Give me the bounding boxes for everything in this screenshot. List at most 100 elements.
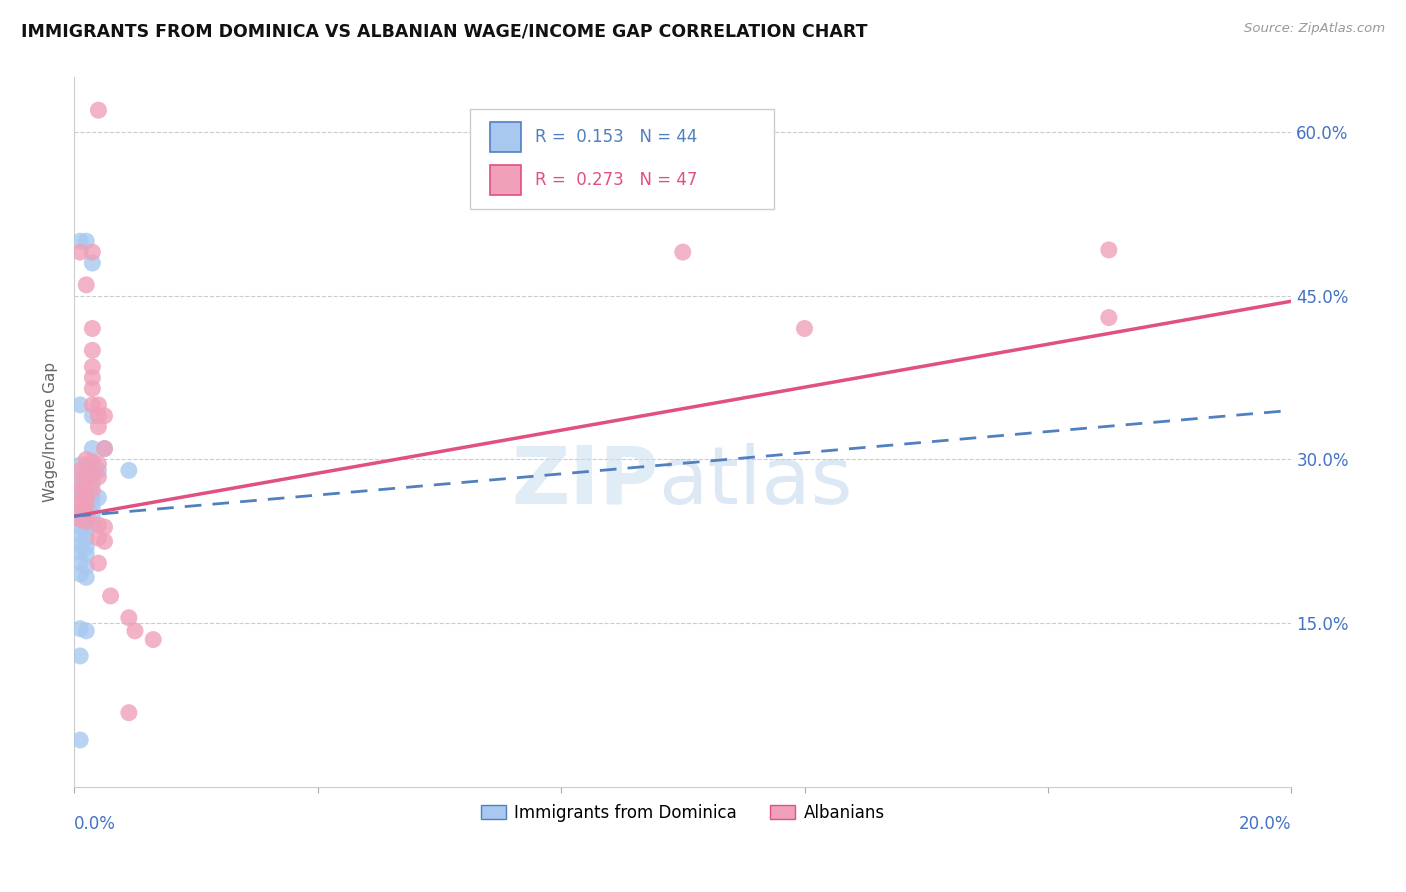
Point — [75, 458, 97, 472]
Point — [142, 632, 165, 647]
Point — [69, 472, 91, 486]
Point — [82, 460, 104, 475]
Text: atlas: atlas — [658, 442, 853, 521]
Point — [69, 512, 91, 526]
FancyBboxPatch shape — [491, 165, 520, 194]
Point — [93, 442, 115, 456]
Point — [69, 398, 91, 412]
Point — [82, 500, 104, 514]
Point — [75, 540, 97, 554]
Point — [69, 648, 91, 663]
Point — [75, 487, 97, 501]
Point — [118, 611, 141, 625]
Point — [82, 256, 104, 270]
Point — [75, 277, 97, 292]
Text: IMMIGRANTS FROM DOMINICA VS ALBANIAN WAGE/INCOME GAP CORRELATION CHART: IMMIGRANTS FROM DOMINICA VS ALBANIAN WAG… — [21, 22, 868, 40]
Point — [75, 515, 97, 529]
Point — [69, 476, 91, 491]
Point — [87, 556, 110, 570]
Point — [82, 468, 104, 483]
Point — [69, 520, 91, 534]
Point — [93, 409, 115, 423]
Point — [69, 567, 91, 582]
Point — [100, 589, 122, 603]
Point — [87, 491, 110, 505]
Point — [75, 452, 97, 467]
Point — [87, 470, 110, 484]
Text: R =  0.273   N = 47: R = 0.273 N = 47 — [536, 170, 697, 188]
Point — [87, 518, 110, 533]
Point — [87, 409, 110, 423]
Point — [1098, 310, 1121, 325]
Point — [75, 234, 97, 248]
Point — [87, 463, 110, 477]
Text: 0.0%: 0.0% — [75, 815, 115, 833]
Point — [69, 245, 91, 260]
Point — [69, 733, 91, 747]
Point — [82, 321, 104, 335]
Point — [118, 706, 141, 720]
Point — [82, 409, 104, 423]
Point — [118, 463, 141, 477]
Point — [75, 466, 97, 480]
Legend: Immigrants from Dominica, Albanians: Immigrants from Dominica, Albanians — [474, 797, 891, 829]
Point — [69, 463, 91, 477]
Point — [75, 480, 97, 494]
Point — [87, 531, 110, 545]
FancyBboxPatch shape — [470, 110, 775, 209]
Point — [69, 505, 91, 519]
Text: Source: ZipAtlas.com: Source: ZipAtlas.com — [1244, 22, 1385, 36]
Point — [69, 622, 91, 636]
Text: 20.0%: 20.0% — [1239, 815, 1292, 833]
Point — [82, 359, 104, 374]
Point — [75, 475, 97, 489]
Point — [69, 234, 91, 248]
Point — [75, 498, 97, 512]
Point — [82, 483, 104, 497]
Point — [87, 398, 110, 412]
Point — [75, 515, 97, 529]
Point — [82, 343, 104, 358]
Point — [69, 505, 91, 519]
Text: R =  0.153   N = 44: R = 0.153 N = 44 — [536, 128, 697, 146]
Point — [1098, 243, 1121, 257]
Point — [87, 457, 110, 471]
Point — [82, 455, 104, 469]
Point — [87, 103, 110, 118]
Point — [672, 245, 695, 260]
Point — [69, 496, 91, 510]
Point — [82, 516, 104, 530]
Point — [93, 534, 115, 549]
Point — [69, 487, 91, 501]
Point — [69, 529, 91, 543]
Point — [69, 485, 91, 500]
Point — [93, 520, 115, 534]
Point — [69, 545, 91, 559]
Point — [75, 570, 97, 584]
Point — [75, 491, 97, 505]
Point — [75, 559, 97, 574]
Point — [82, 507, 104, 521]
Point — [87, 419, 110, 434]
Point — [75, 531, 97, 545]
Point — [82, 382, 104, 396]
Point — [75, 624, 97, 638]
Y-axis label: Wage/Income Gap: Wage/Income Gap — [44, 362, 58, 502]
Point — [69, 458, 91, 472]
Point — [82, 442, 104, 456]
Point — [69, 496, 91, 510]
Text: ZIP: ZIP — [512, 442, 658, 521]
Point — [69, 538, 91, 552]
Point — [93, 442, 115, 456]
Point — [75, 498, 97, 512]
Point — [75, 507, 97, 521]
Point — [75, 548, 97, 562]
Point — [69, 512, 91, 526]
Point — [75, 507, 97, 521]
Point — [82, 370, 104, 384]
Point — [82, 245, 104, 260]
Point — [75, 522, 97, 536]
Point — [69, 556, 91, 570]
Point — [82, 476, 104, 491]
Point — [793, 321, 815, 335]
